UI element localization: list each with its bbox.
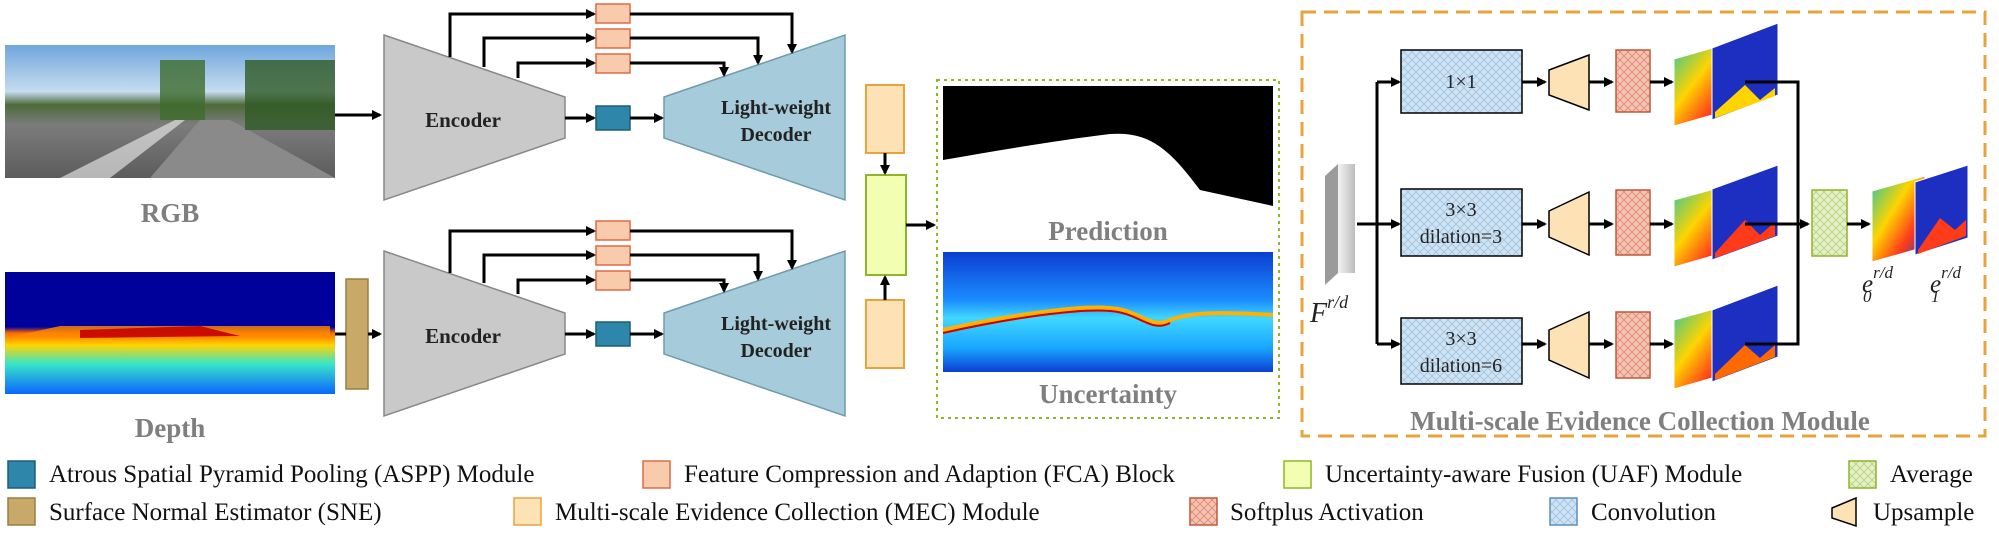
aspp-bottom xyxy=(595,321,631,347)
evidence-0-label: er/d 0 xyxy=(1862,263,1893,306)
decoder-top-label-1: Light-weight xyxy=(721,97,831,119)
conv-branch-1 xyxy=(1400,49,1523,114)
decoder-bottom xyxy=(663,249,846,418)
fca-skip-top xyxy=(448,3,797,78)
conv-branch-2-label-1: 3×3 xyxy=(1445,199,1476,221)
legend: Atrous Spatial Pyramid Pooling (ASPP) Mo… xyxy=(7,460,1974,528)
feature-label: Fr/d xyxy=(1309,292,1349,329)
decoder-bottom-label-1: Light-weight xyxy=(721,313,831,335)
prediction-image xyxy=(943,86,1273,206)
rgb-label: RGB xyxy=(141,198,200,228)
legend-aspp: Atrous Spatial Pyramid Pooling (ASPP) Mo… xyxy=(49,461,534,488)
upsample-swatch xyxy=(1831,496,1857,528)
encoder-bottom xyxy=(383,249,566,418)
legend-convolution: Convolution xyxy=(1591,499,1717,526)
evidence-maps-branch-3 xyxy=(1673,284,1779,390)
softplus-branch-2 xyxy=(1615,189,1651,256)
mec-module-frame xyxy=(1300,10,1987,438)
encoder-top-label: Encoder xyxy=(425,108,501,132)
upsample-branch-2 xyxy=(1548,190,1590,257)
encoder-bottom-label: Encoder xyxy=(425,324,501,348)
output-panel xyxy=(936,79,1280,419)
conv-branch-2 xyxy=(1400,188,1523,257)
legend-mec: Multi-scale Evidence Collection (MEC) Mo… xyxy=(555,499,1040,526)
conv-branch-3 xyxy=(1400,317,1523,385)
fca-swatch xyxy=(642,460,671,489)
uaf-block xyxy=(865,174,907,276)
encoder-top xyxy=(383,33,566,202)
legend-upsample: Upsample xyxy=(1873,499,1974,526)
feature-block xyxy=(1325,164,1355,285)
depth-label: Depth xyxy=(135,413,206,443)
final-evidence-maps xyxy=(1871,164,1969,263)
aspp-top xyxy=(595,105,631,131)
upsample-branch-1 xyxy=(1548,53,1590,112)
softplus-branch-1 xyxy=(1615,49,1651,113)
evidence-maps-branch-1 xyxy=(1673,22,1779,127)
ev3-to-avg-line xyxy=(1745,224,1800,346)
conv-branch-1-label: 1×1 xyxy=(1445,71,1476,93)
aspp-swatch xyxy=(7,460,36,489)
sne-block xyxy=(345,278,369,390)
prediction-label: Prediction xyxy=(1048,216,1167,246)
legend-softplus: Softplus Activation xyxy=(1230,499,1424,526)
average-block xyxy=(1811,189,1848,257)
ev1-to-avg-line xyxy=(1745,80,1800,224)
evidence-maps-branch-2 xyxy=(1673,164,1779,268)
legend-sne: Surface Normal Estimator (SNE) xyxy=(49,499,382,526)
sne-swatch xyxy=(7,497,36,526)
softplus-branch-3 xyxy=(1615,311,1651,379)
evidence-1-label: er/d 1 xyxy=(1930,263,1961,306)
legend-fca: Feature Compression and Adaption (FCA) B… xyxy=(684,461,1175,488)
average-swatch xyxy=(1848,460,1877,489)
mec-block-top xyxy=(865,84,905,154)
softplus-swatch xyxy=(1189,497,1218,526)
mec-swatch xyxy=(513,497,542,526)
legend-average: Average xyxy=(1890,461,1973,488)
decoder-top-label-2: Decoder xyxy=(740,124,811,146)
conv-branch-3-label-1: 3×3 xyxy=(1445,328,1476,350)
uncertainty-label: Uncertainty xyxy=(1039,379,1177,409)
rgb-image xyxy=(5,45,335,178)
depth-image xyxy=(5,272,335,394)
uaf-swatch xyxy=(1283,460,1312,489)
conv-branch-2-label-2: dilation=3 xyxy=(1420,226,1502,248)
decoder-top xyxy=(663,33,846,202)
legend-uaf: Uncertainty-aware Fusion (UAF) Module xyxy=(1325,461,1742,488)
fca-skip-bottom xyxy=(448,220,797,294)
decoder-bottom-label-2: Decoder xyxy=(740,340,811,362)
mec-module-title: Multi-scale Evidence Collection Module xyxy=(1410,406,1870,436)
convolution-swatch xyxy=(1549,497,1578,526)
upsample-branch-3 xyxy=(1548,310,1590,380)
conv-branch-3-label-2: dilation=6 xyxy=(1420,355,1502,377)
mec-block-bottom xyxy=(865,299,905,369)
uncertainty-image xyxy=(942,252,1274,372)
